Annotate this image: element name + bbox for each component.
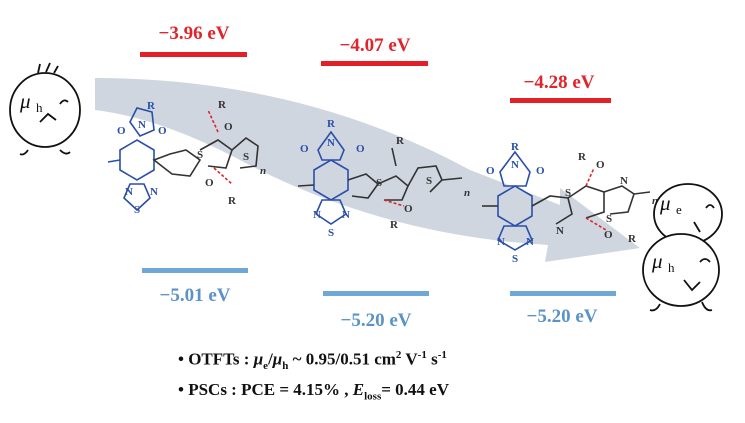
atom-S: S: [376, 177, 382, 189]
lumo-label-2: −4.07 eV: [339, 35, 411, 56]
atom-S: S: [606, 213, 612, 225]
structure-2: [297, 130, 463, 225]
atom-R: R: [147, 100, 156, 112]
e-loss-value: = 0.44 eV: [381, 380, 450, 400]
structure-1: [107, 107, 259, 212]
mu-h-subscript: h: [282, 360, 289, 373]
atom-O: O: [596, 159, 605, 171]
atom-N: N: [313, 209, 321, 221]
atom-S: S: [197, 149, 203, 161]
mu-h-left: μ: [19, 89, 31, 113]
atom-S: S: [565, 187, 571, 199]
atom-O: O: [356, 143, 365, 155]
atom-S: S: [328, 227, 334, 239]
atom-O: O: [117, 125, 126, 137]
atom-N: N: [497, 236, 505, 248]
atom-N: N: [620, 175, 628, 187]
second-exponent: -1: [437, 349, 447, 361]
atom-S: S: [134, 204, 140, 216]
atom-R: R: [218, 99, 227, 111]
repeat-n: n: [464, 187, 470, 199]
subscript-e-right: e: [676, 202, 682, 217]
volt-exponent: -1: [417, 349, 427, 361]
atom-N: N: [327, 137, 335, 149]
atom-N: N: [125, 186, 133, 198]
cm-exponent: 2: [395, 349, 402, 361]
atom-S: S: [243, 151, 249, 163]
mu-e-subscript: e: [263, 360, 269, 373]
atom-O: O: [536, 165, 545, 177]
atom-R: R: [511, 141, 520, 153]
arrow-band: [95, 78, 640, 262]
homo-bar-3: [510, 291, 616, 296]
atom-N: N: [138, 119, 146, 131]
atom-R: R: [390, 219, 399, 231]
homo-label-2: −5.20 eV: [340, 310, 412, 331]
volt-unit: V: [401, 349, 418, 369]
atom-N: N: [342, 209, 350, 221]
atom-R: R: [396, 135, 405, 147]
atom-O: O: [486, 165, 495, 177]
atom-N: N: [511, 159, 519, 171]
repeat-n: n: [260, 165, 266, 177]
bullet-pscs: • PSCs : PCE = 4.15% , Eloss= 0.44 eV: [178, 378, 449, 408]
e-loss-symbol: E: [352, 380, 365, 400]
lumo-bar-1: [140, 52, 247, 57]
atom-R: R: [578, 151, 587, 163]
atom-R: R: [327, 118, 336, 130]
lumo-bar-2: [321, 61, 428, 66]
slash: /: [268, 349, 273, 369]
mu-e-right: μ: [659, 191, 671, 215]
atom-O: O: [158, 125, 167, 137]
subscript-h-left: h: [36, 100, 43, 115]
hole-mobility-character-left: [9, 62, 81, 156]
atom-O: O: [404, 203, 413, 215]
atom-R: R: [628, 233, 637, 245]
atom-O: O: [300, 143, 309, 155]
lumo-label-1: −3.96 eV: [158, 23, 230, 44]
summary-bullets: • OTFTs : μe/μh ~ 0.95/0.51 cm2 V-1 s-1 …: [178, 344, 449, 408]
atom-R: R: [228, 195, 237, 207]
atom-O: O: [205, 177, 214, 189]
structure-3: [482, 150, 651, 251]
lumo-label-3: −4.28 eV: [523, 72, 595, 93]
hole-mobility-character-right: [642, 233, 720, 312]
atom-S: S: [512, 253, 518, 265]
atom-N: N: [526, 236, 534, 248]
second-unit: s: [426, 349, 438, 369]
atom-N: N: [150, 186, 158, 198]
atom-O: O: [224, 121, 233, 133]
mobility-values: ~ 0.95/0.51 cm: [288, 349, 396, 369]
homo-bar-1: [142, 268, 248, 273]
subscript-h-right: h: [668, 260, 675, 275]
mu-h-right: μ: [651, 249, 663, 273]
atom-O: O: [604, 229, 613, 241]
repeat-n: n: [652, 195, 658, 207]
homo-label-1: −5.01 eV: [159, 285, 231, 306]
homo-label-3: −5.20 eV: [526, 306, 598, 327]
atom-N: N: [556, 225, 564, 237]
pscs-prefix: • PSCs : PCE = 4.15% ,: [178, 380, 353, 400]
atom-S: S: [426, 175, 432, 187]
lumo-bar-3: [510, 98, 611, 103]
mu-e-symbol: μ: [253, 349, 264, 369]
e-loss-subscript: loss: [364, 390, 382, 403]
bullet-otfts: • OTFTs : μe/μh ~ 0.95/0.51 cm2 V-1 s-1: [178, 344, 449, 378]
homo-bar-2: [323, 291, 429, 296]
otfts-prefix: • OTFTs :: [178, 349, 254, 369]
mu-h-symbol: μ: [272, 349, 283, 369]
